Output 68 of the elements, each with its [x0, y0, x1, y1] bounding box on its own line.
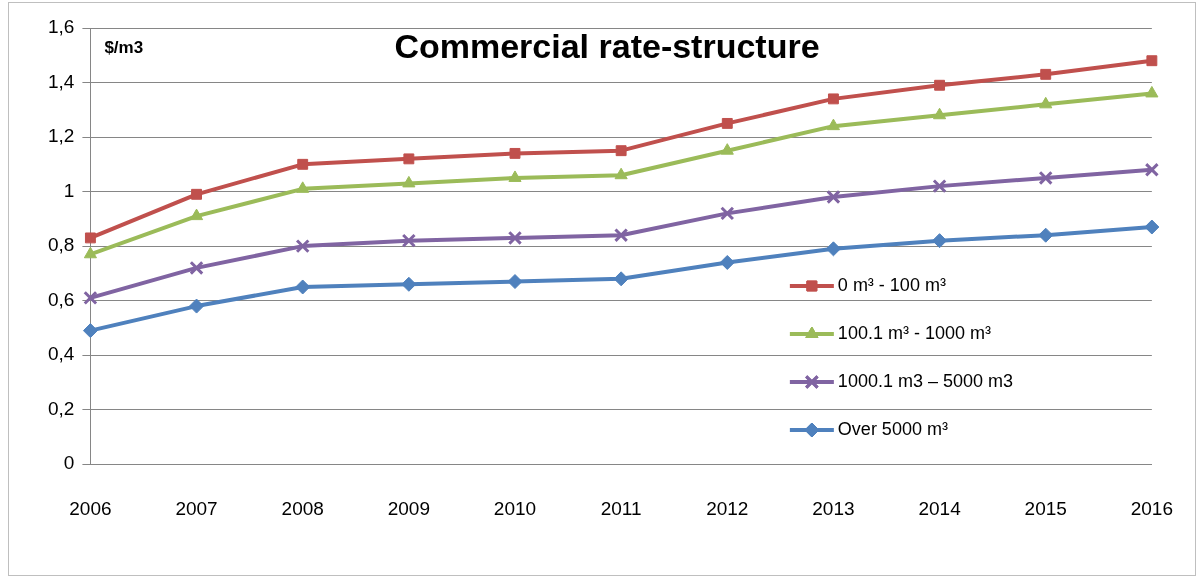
- point: [401, 233, 417, 248]
- y-tick-label: 1,4: [47, 70, 75, 92]
- point: [509, 147, 521, 159]
- y-tick-label: 0,8: [47, 234, 75, 256]
- point: [613, 271, 629, 287]
- x-tick-label: 2007: [175, 497, 218, 519]
- x-tick-label: 2011: [600, 497, 642, 519]
- point: [402, 175, 416, 188]
- point: [1039, 96, 1053, 109]
- y-tick-label: 1,6: [47, 16, 75, 38]
- legend-label: 100.1 m³ - 1000 m³: [837, 322, 991, 343]
- point: [827, 93, 839, 105]
- point: [1038, 227, 1054, 243]
- point: [190, 208, 204, 221]
- point: [83, 290, 98, 306]
- x-tick-label: 2014: [918, 497, 962, 519]
- point: [614, 167, 628, 180]
- point: [189, 260, 204, 276]
- point: [826, 118, 840, 131]
- point: [82, 323, 98, 339]
- x-tick-label: 2010: [493, 497, 537, 519]
- point: [507, 230, 523, 246]
- x-tick-label: 2013: [812, 497, 855, 519]
- x-tick-label: 2015: [1024, 497, 1067, 519]
- point: [507, 274, 523, 290]
- point: [933, 107, 947, 120]
- point: [826, 189, 841, 205]
- x-tick-label: 2009: [387, 497, 430, 519]
- point: [719, 254, 735, 270]
- point: [932, 233, 948, 249]
- point: [295, 279, 311, 295]
- point: [1144, 219, 1160, 235]
- chart-title: Commercial rate-structure: [394, 27, 820, 66]
- point: [1040, 68, 1052, 80]
- point: [720, 206, 735, 221]
- point: [189, 298, 205, 314]
- point: [191, 188, 203, 200]
- x-tick-label: 2008: [281, 497, 324, 519]
- y-tick-label: 1: [63, 179, 75, 201]
- x-tick-label: 2006: [69, 497, 112, 519]
- point: [721, 117, 733, 129]
- point: [403, 153, 415, 165]
- point: [297, 158, 309, 170]
- point: [296, 181, 310, 193]
- point: [613, 228, 629, 243]
- x-tick-label: 2012: [706, 497, 749, 519]
- legend-label: Over 5000 m³: [837, 418, 948, 439]
- x-tick-label: 2016: [1130, 497, 1174, 519]
- y-tick-label: 1,2: [47, 125, 75, 147]
- point: [508, 170, 522, 182]
- y-tick-label: 0,2: [47, 397, 75, 419]
- point: [1145, 85, 1159, 98]
- point: [934, 79, 946, 91]
- point: [295, 238, 310, 254]
- point: [615, 145, 627, 157]
- y-tick-label: 0,6: [47, 288, 75, 310]
- point: [1038, 170, 1053, 186]
- point: [1144, 162, 1160, 177]
- y-tick-label: 0: [63, 452, 75, 474]
- point: [720, 143, 734, 155]
- legend-label: 1000.1 m3 – 5000 m3: [837, 370, 1013, 391]
- point: [932, 178, 947, 194]
- legend-label: 0 m³ - 100 m³: [837, 274, 946, 295]
- point: [401, 276, 417, 292]
- point: [825, 241, 841, 257]
- y-tick-label: 0,4: [47, 343, 75, 365]
- y-axis-title: $/m3: [104, 38, 144, 58]
- point: [1146, 55, 1158, 67]
